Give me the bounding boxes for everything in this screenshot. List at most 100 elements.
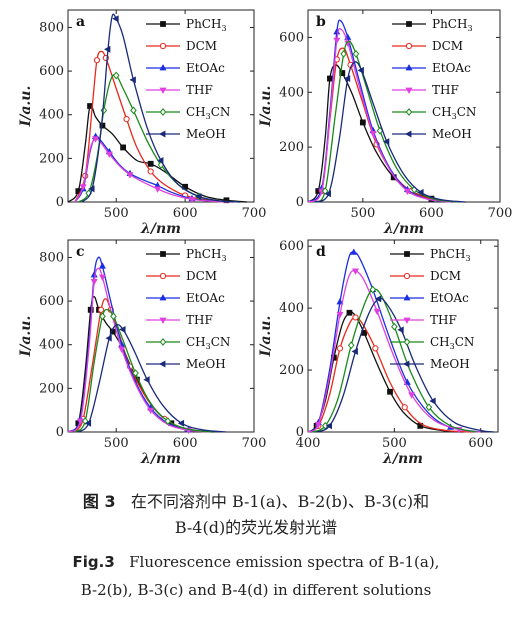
panel-c: 500 600 700 0 200 400 600 800 λ/nm I/a.u. c PhCH3 DC… bbox=[18, 239, 266, 467]
legend-marker bbox=[405, 130, 412, 138]
series-ch3cn bbox=[74, 308, 213, 433]
legend-entry: CH3CN bbox=[146, 105, 230, 121]
caption-zh-label: 图 3 bbox=[82, 492, 116, 511]
data-point bbox=[340, 49, 347, 58]
series-line bbox=[307, 270, 481, 433]
data-point bbox=[324, 190, 331, 198]
legend-marker bbox=[160, 251, 166, 257]
legend-label: DCM bbox=[186, 39, 217, 53]
data-point bbox=[110, 312, 117, 321]
legend-label: DCM bbox=[186, 269, 217, 283]
data-point bbox=[357, 66, 364, 74]
data-point bbox=[352, 314, 359, 321]
legend-marker bbox=[403, 360, 410, 368]
x-axis-label: λ/nm bbox=[140, 221, 181, 237]
legend-marker bbox=[405, 108, 413, 116]
caption-en-text2: B-2(b), B-3(c) and B-4(d) in different s… bbox=[80, 581, 432, 599]
data-point bbox=[143, 376, 150, 384]
figure-panels: 500 600 700 0 200 400 600 800 λ/nm I/a.u. a PhCH3 DC… bbox=[18, 9, 512, 467]
data-point bbox=[369, 131, 377, 138]
legend-label: MeOH bbox=[186, 357, 226, 371]
legend-marker bbox=[160, 21, 166, 27]
legend-marker bbox=[159, 130, 166, 138]
data-point bbox=[129, 76, 136, 84]
y-tick-label: 600 bbox=[279, 30, 304, 45]
legend-marker bbox=[406, 21, 412, 27]
data-point bbox=[90, 279, 98, 286]
y-tick-label: 400 bbox=[39, 108, 64, 123]
y-axis-label: I/a.u. bbox=[258, 86, 274, 128]
series-meoh bbox=[81, 13, 241, 203]
data-point bbox=[327, 75, 333, 82]
legend-marker bbox=[405, 64, 413, 71]
legend-entry: CH3CN bbox=[390, 335, 474, 351]
caption-en-label: Fig.3 bbox=[72, 553, 115, 571]
legend-label: THF bbox=[186, 313, 213, 327]
x-axis-label: λ/nm bbox=[140, 451, 181, 467]
legend-entry: PhCH3 bbox=[146, 17, 227, 33]
data-point bbox=[352, 49, 360, 58]
data-point bbox=[382, 138, 390, 146]
data-point bbox=[336, 298, 344, 305]
plot-frame bbox=[307, 9, 501, 203]
data-point bbox=[99, 312, 106, 321]
caption-zh-line2: B-4(d)的荧光发射光谱 bbox=[0, 514, 512, 538]
data-point bbox=[346, 309, 353, 316]
series-line bbox=[307, 27, 453, 203]
legend-entry: CH3CN bbox=[146, 335, 230, 351]
data-point bbox=[373, 308, 381, 316]
legend-label: PhCH3 bbox=[186, 17, 227, 33]
legend-label: PhCH3 bbox=[430, 247, 471, 263]
x-tick-label: 500 bbox=[104, 206, 129, 221]
panel-a: 500 600 700 0 200 400 600 800 λ/nm I/a.u. a PhCH3 DC… bbox=[18, 9, 266, 237]
data-point bbox=[391, 322, 398, 331]
y-axis-label: I/a.u. bbox=[258, 316, 274, 358]
data-point bbox=[105, 151, 113, 158]
y-tick-label: 200 bbox=[279, 363, 304, 378]
x-axis-label: λ/nm bbox=[382, 451, 423, 467]
legend-marker bbox=[403, 317, 411, 324]
y-tick-label: 800 bbox=[39, 20, 64, 35]
data-point bbox=[369, 285, 377, 294]
legend-marker bbox=[405, 42, 413, 50]
y-tick-label: 200 bbox=[39, 381, 64, 396]
series-line bbox=[307, 19, 453, 203]
data-point bbox=[112, 15, 119, 23]
legend-marker bbox=[159, 272, 167, 280]
legend-marker bbox=[159, 360, 166, 368]
data-point bbox=[118, 346, 126, 354]
caption-en-line1: Fig.3 Fluorescence emission spectra of B… bbox=[0, 553, 512, 571]
data-point bbox=[336, 345, 344, 352]
data-point bbox=[147, 407, 155, 415]
data-point bbox=[104, 45, 111, 53]
data-point bbox=[325, 422, 333, 430]
data-point bbox=[164, 417, 172, 425]
data-point bbox=[429, 397, 436, 405]
legend-marker bbox=[403, 338, 411, 346]
legend-label: PhCH3 bbox=[186, 247, 227, 263]
series-line bbox=[307, 316, 473, 433]
legend-entry: MeOH bbox=[390, 357, 470, 371]
data-point bbox=[333, 37, 341, 45]
legend-marker bbox=[403, 294, 411, 301]
data-point bbox=[343, 75, 351, 83]
legend-label: THF bbox=[186, 83, 213, 97]
caption-en-line2: B-2(b), B-3(c) and B-4(d) in different s… bbox=[0, 581, 512, 599]
legend-marker bbox=[159, 338, 167, 346]
data-point bbox=[92, 136, 100, 143]
legend-entry: THF bbox=[146, 313, 213, 327]
data-point bbox=[314, 421, 322, 429]
data-point bbox=[88, 185, 95, 193]
data-point bbox=[374, 295, 382, 303]
legend-label: CH3CN bbox=[432, 105, 476, 121]
legend-entry: PhCH3 bbox=[392, 17, 473, 33]
y-axis-label: I/a.u. bbox=[18, 316, 34, 358]
data-point bbox=[98, 274, 106, 282]
data-point bbox=[132, 369, 139, 377]
data-point bbox=[347, 341, 355, 350]
plot-frame bbox=[307, 239, 499, 433]
data-point bbox=[359, 119, 366, 126]
legend-label: CH3CN bbox=[186, 105, 230, 121]
caption-zh-text2: B-4(d)的荧光发射光谱 bbox=[174, 518, 338, 537]
